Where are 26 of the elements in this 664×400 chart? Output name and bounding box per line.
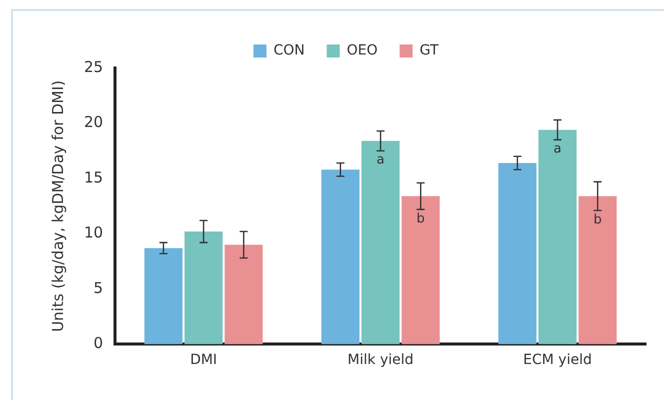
legend-label: GT: [420, 42, 439, 59]
bar: [184, 232, 223, 344]
data-label: a: [554, 142, 562, 157]
y-tick-label: 20: [84, 113, 104, 132]
y-tick-label: 10: [84, 224, 104, 242]
y-tick-label: 0: [94, 334, 104, 352]
bar: [321, 170, 360, 344]
bar: [144, 248, 183, 344]
y-axis-title: Units (kg/day, kgDM/Day for DMI): [48, 80, 67, 332]
bar: [361, 140, 400, 344]
bar: [224, 244, 263, 344]
data-label: b: [593, 212, 602, 228]
data-label: a: [376, 152, 385, 168]
y-tick-label: 15: [84, 168, 104, 186]
x-tick-label: ECM yield: [523, 352, 592, 368]
y-tick-label: 25: [84, 58, 104, 76]
x-tick-label: DMI: [190, 352, 218, 368]
data-label: b: [416, 211, 425, 226]
bar: [578, 196, 617, 344]
bar: [402, 196, 440, 344]
legend-label: CON: [273, 42, 305, 59]
legend-label: OEO: [346, 42, 378, 59]
bar: [538, 130, 577, 344]
x-tick-label: Milk yield: [348, 352, 414, 368]
y-tick-label: 5: [94, 278, 104, 297]
bar: [498, 163, 536, 344]
